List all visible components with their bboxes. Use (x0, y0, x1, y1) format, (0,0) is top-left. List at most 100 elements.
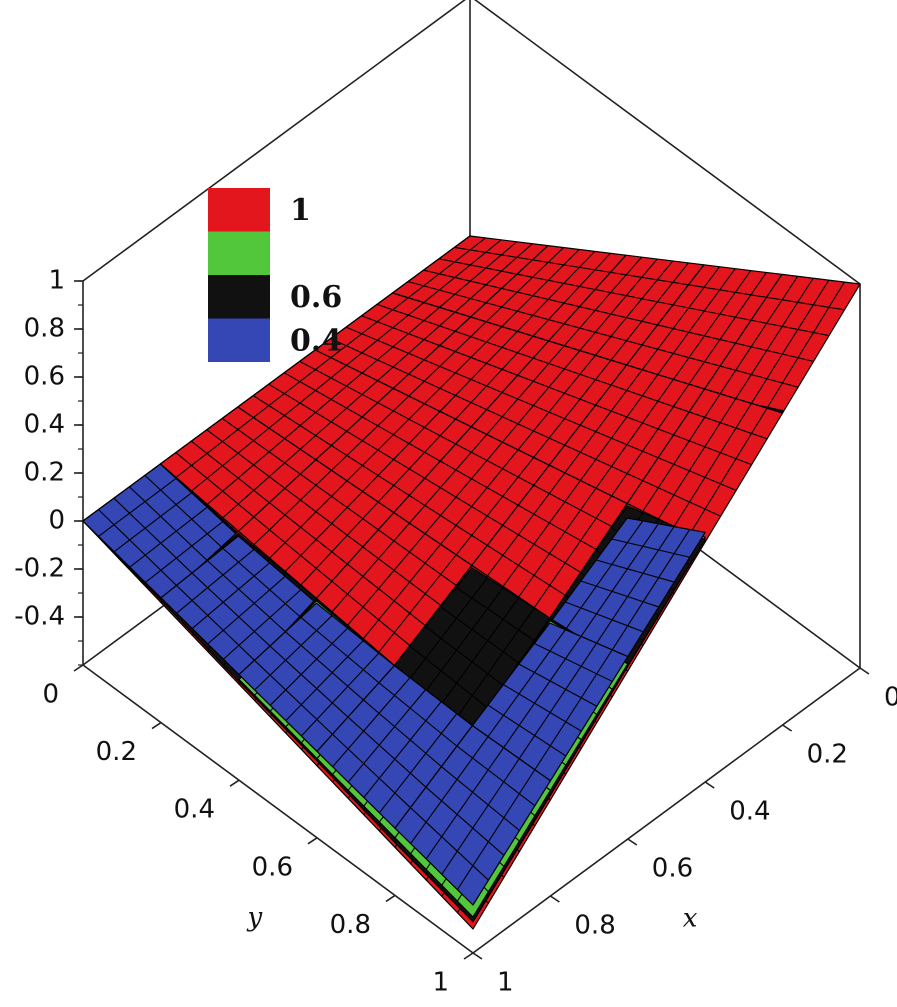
mesh-line (377, 311, 456, 382)
mesh-line (532, 357, 612, 386)
mesh-line (423, 359, 503, 393)
mesh-line (532, 259, 611, 273)
mesh-line (408, 494, 488, 546)
mesh-line (331, 522, 410, 613)
surface-cell (314, 292, 472, 389)
mesh-line (347, 689, 427, 783)
mesh-line (641, 344, 721, 367)
mesh-line (409, 577, 488, 679)
z-tick-label: 0.2 (24, 458, 65, 488)
mesh-line (456, 745, 536, 807)
mesh-line (456, 769, 536, 890)
mesh-line (347, 533, 426, 626)
legend-swatch (208, 318, 270, 362)
mesh-line (300, 501, 379, 586)
mesh-line (346, 430, 426, 479)
mesh-line (766, 281, 845, 409)
mesh-line (253, 516, 333, 582)
mesh-line (533, 495, 613, 608)
y-tick-label: 0 (42, 680, 59, 710)
x-tick (627, 838, 638, 846)
mesh-line (518, 487, 597, 598)
legend-swatch (208, 231, 270, 275)
y-axis-line (82, 664, 474, 954)
mesh-line (502, 524, 582, 573)
mesh-line (129, 486, 208, 562)
mesh-line (579, 306, 658, 326)
y-tick-label: 1 (432, 968, 449, 998)
mesh-line (657, 457, 737, 491)
x-tick-label: 1 (497, 968, 514, 998)
mesh-line (611, 538, 690, 558)
mesh-line (300, 473, 379, 531)
mesh-line (347, 716, 427, 788)
y-tick-label: 0.4 (174, 795, 215, 825)
mesh-line (376, 303, 456, 332)
mesh-line (269, 502, 348, 565)
y-axis-title: y (246, 903, 262, 933)
mesh-line (594, 260, 674, 356)
mesh-line (254, 615, 333, 691)
x-tick-label: 0.2 (807, 740, 848, 770)
mesh-line (378, 713, 458, 814)
legend-label: 1 (290, 193, 311, 228)
mesh-line (735, 277, 814, 399)
mesh-line (439, 331, 518, 412)
mesh-line (145, 521, 224, 583)
mesh-line (330, 338, 409, 375)
mesh-line (673, 434, 752, 466)
mesh-line (98, 477, 177, 537)
mesh-line (487, 629, 566, 737)
mesh-line (611, 529, 691, 651)
mesh-line (688, 411, 768, 440)
mesh-line (766, 296, 845, 311)
mesh-line (501, 350, 581, 443)
mesh-line (610, 262, 689, 361)
y-tick-label: 0.2 (96, 737, 137, 767)
mesh-line (657, 268, 736, 375)
mesh-line (486, 345, 565, 435)
mesh-line (345, 326, 425, 361)
mesh-line (750, 279, 830, 404)
mesh-line (207, 575, 286, 645)
mesh-line (407, 281, 487, 304)
mesh-line (487, 704, 567, 757)
mesh-line (456, 586, 535, 642)
legend-swatch (208, 275, 270, 319)
mesh-line (300, 617, 380, 684)
mesh-line (533, 359, 612, 458)
mesh-line (378, 554, 457, 653)
mesh-line (501, 249, 580, 327)
mesh-line (439, 241, 518, 308)
mesh-line (563, 323, 643, 346)
mesh-line (222, 448, 301, 519)
mesh-line (672, 270, 752, 380)
mesh-line (580, 580, 659, 608)
mesh-line (332, 733, 411, 809)
mesh-line (454, 243, 533, 313)
mesh-line (361, 306, 440, 374)
mesh-line (268, 383, 348, 432)
mesh-line (300, 652, 380, 737)
mesh-line (673, 403, 752, 527)
mesh-line (441, 766, 520, 831)
z-tick-label: 0 (48, 506, 65, 536)
mesh-line (144, 474, 224, 549)
mesh-line (175, 452, 255, 518)
mesh-line (222, 417, 301, 475)
surface-cell (394, 724, 552, 906)
legend-label: 0.4 (290, 323, 342, 358)
mesh-line (596, 559, 675, 583)
mesh-line (129, 506, 208, 568)
x-tick (782, 724, 793, 732)
mesh-line (518, 642, 598, 760)
mesh-line (750, 319, 830, 337)
surface-cell (547, 254, 705, 366)
mesh-line (330, 445, 410, 496)
y-tick (307, 837, 318, 845)
mesh-line (363, 701, 442, 798)
mesh-line (719, 276, 799, 395)
mesh-line (253, 357, 332, 418)
mesh-line (346, 302, 425, 366)
mesh-line (580, 523, 659, 637)
